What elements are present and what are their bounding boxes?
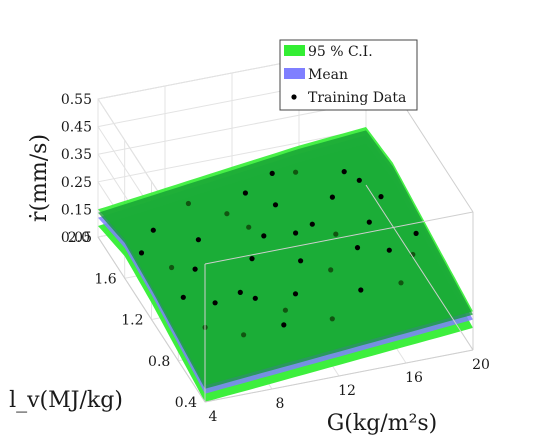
z-tick-label: 0.45 bbox=[61, 120, 92, 136]
training-point-31 bbox=[242, 190, 248, 196]
training-point-36 bbox=[269, 170, 275, 176]
training-point-30 bbox=[252, 295, 258, 301]
x-axis-label: G(kg/m²s) bbox=[327, 411, 438, 436]
training-point-0 bbox=[138, 250, 145, 256]
y-axis-label: l_v(MJ/kg) bbox=[9, 388, 123, 413]
x-tick-label: 4 bbox=[209, 409, 218, 425]
training-point-6 bbox=[195, 237, 201, 243]
legend-label-ci: 95 % C.I. bbox=[308, 44, 373, 60]
axes-box-front bbox=[97, 184, 474, 403]
training-point-19 bbox=[358, 287, 364, 293]
training-point-29 bbox=[169, 264, 175, 271]
y-tick-label: 0.8 bbox=[148, 354, 170, 370]
training-point-3 bbox=[150, 227, 156, 233]
training-point-11 bbox=[224, 211, 230, 217]
training-point-8 bbox=[185, 200, 191, 207]
legend-label-mean: Mean bbox=[308, 67, 348, 83]
training-point-24 bbox=[366, 219, 372, 225]
training-point-12 bbox=[292, 291, 299, 297]
legend-label-points: Training Data bbox=[308, 90, 406, 106]
training-point-27 bbox=[378, 194, 384, 200]
training-point-14 bbox=[329, 316, 335, 322]
tick-labels: 0.05 0.15 0.25 0.35 0.45 0.55 0.4 0.8 1.2 1.6 2.0 4… bbox=[61, 92, 490, 425]
legend-swatch-mean bbox=[284, 68, 305, 79]
training-point-17 bbox=[328, 267, 334, 273]
legend-swatch-ci bbox=[284, 45, 305, 56]
training-points bbox=[138, 169, 419, 338]
box-edge-front-5 bbox=[204, 211, 474, 265]
z-tick-label: 0.05 bbox=[61, 230, 92, 246]
training-point-32 bbox=[333, 231, 339, 237]
training-point-28 bbox=[413, 230, 419, 236]
training-point-15 bbox=[298, 258, 304, 264]
training-point-34 bbox=[212, 300, 218, 306]
training-point-20 bbox=[293, 169, 299, 175]
legend: 95 % C.I. Mean Training Data bbox=[279, 39, 418, 111]
training-point-33 bbox=[356, 177, 362, 183]
y-tick-label: 1.6 bbox=[94, 271, 116, 287]
x-tick-label: 16 bbox=[405, 370, 423, 386]
training-point-23 bbox=[398, 280, 404, 286]
z-tick-label: 0.55 bbox=[61, 92, 92, 108]
y-tick-label: 2.0 bbox=[68, 230, 90, 246]
x-tick-label: 20 bbox=[472, 357, 490, 373]
ci-inner-surface bbox=[98, 130, 473, 389]
training-point-35 bbox=[246, 224, 252, 230]
x-tick-label: 8 bbox=[276, 396, 285, 412]
surface-layer bbox=[98, 127, 473, 402]
box-edge-front-0 bbox=[204, 349, 474, 403]
x-tick-label: 12 bbox=[338, 383, 356, 399]
training-point-39 bbox=[293, 230, 299, 236]
legend-marker-points bbox=[291, 94, 297, 100]
training-point-9 bbox=[281, 322, 287, 328]
training-point-4 bbox=[192, 266, 198, 272]
training-point-22 bbox=[329, 194, 335, 200]
z-tick-label: 0.25 bbox=[61, 175, 92, 191]
z-tick-label: 0.15 bbox=[61, 202, 92, 218]
training-point-1 bbox=[180, 294, 186, 300]
training-point-21 bbox=[354, 245, 361, 251]
training-point-16 bbox=[272, 202, 279, 208]
y-tick-label: 1.2 bbox=[121, 313, 143, 329]
training-point-13 bbox=[261, 233, 267, 239]
training-point-25 bbox=[341, 169, 347, 175]
training-point-7 bbox=[237, 289, 243, 295]
z-tick-label: 0.35 bbox=[61, 147, 92, 163]
z-axis-label: ṙ(mm/s) bbox=[27, 134, 52, 222]
training-point-5 bbox=[241, 332, 247, 338]
y-tick-label: 0.4 bbox=[175, 395, 197, 411]
box-edge-front-1 bbox=[97, 236, 206, 403]
box-edge-front-2 bbox=[365, 184, 474, 351]
training-point-37 bbox=[386, 247, 392, 253]
training-point-10 bbox=[249, 256, 255, 262]
training-point-18 bbox=[309, 221, 315, 227]
training-point-38 bbox=[282, 307, 288, 313]
